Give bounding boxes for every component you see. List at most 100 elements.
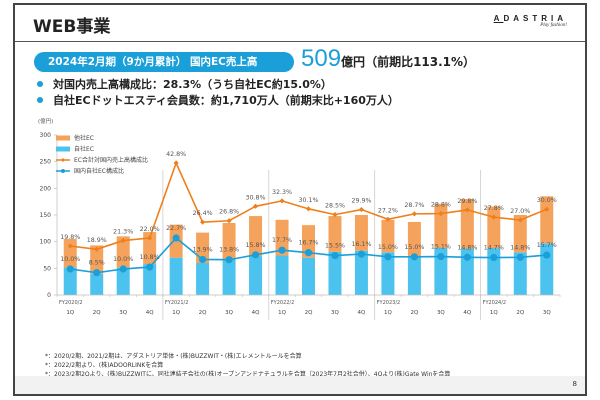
bar-own-ec [275, 255, 289, 295]
ec-ratio-data-label: 28.5% [325, 203, 345, 210]
x-tick-label: 3Q [437, 310, 445, 316]
x-tick-label: 2Q [410, 310, 418, 316]
own-ratio-data-label: 10.8% [140, 254, 160, 261]
bar-own-ec [249, 256, 263, 295]
own-ratio-point [278, 246, 286, 254]
own-ratio-point [410, 253, 418, 261]
bar-other-ec [487, 206, 501, 249]
own-ratio-data-label: 14.8% [510, 244, 530, 251]
fiscal-year-label: FY2022/2 [271, 300, 295, 306]
bar-own-ec [116, 267, 130, 295]
x-tick-label: 2Q [93, 310, 101, 316]
x-tick-label: 1Q [278, 310, 286, 316]
ec-ratio-point [385, 216, 391, 222]
bar-other-ec [90, 245, 104, 274]
x-tick-label: 2Q [305, 310, 313, 316]
bar-other-ec [116, 236, 130, 268]
bar-other-ec [143, 232, 157, 265]
own-ratio-point [384, 253, 392, 261]
bullet-item: 対国内売上高構成比：28.3%（うち自社EC約15.0%） [37, 77, 399, 93]
ec-ratio-data-label: 27.0% [510, 208, 530, 215]
ec-ratio-point [173, 160, 179, 166]
ec-ratio-point [411, 211, 417, 217]
sales-growth: （前期比113.1%） [365, 55, 476, 69]
bar-own-ec [540, 243, 554, 295]
y-tick-label: 0 [47, 292, 51, 299]
own-ratio-data-label: 14.7% [484, 245, 504, 252]
bar-own-ec [196, 263, 210, 295]
bar-series [63, 196, 554, 295]
bar-other-ec [460, 199, 474, 249]
headline-figure: 509億円（前期比113.1%） [301, 45, 475, 73]
bar-other-ec [328, 216, 342, 252]
x-axis: 1Q 2Q 3Q 4Q 1Q 2Q 3Q 4Q 1Q 2Q 3Q 4Q 1Q 2Q 3Q 4Q 1Q 2Q 3Q FY… [56, 294, 561, 316]
ec-ratio-data-label: 18.9% [87, 237, 107, 244]
page-number: 8 [572, 380, 577, 388]
bar-own-ec [487, 248, 501, 295]
x-tick-label: 1Q [490, 310, 498, 316]
ec-ratio-data-label: 32.3% [272, 189, 292, 196]
ec-ratio-data-label: 19.8% [60, 234, 80, 241]
ec-ratio-point [67, 243, 73, 249]
ec-ratio-point [200, 219, 206, 225]
ec-ratio-point [147, 235, 153, 241]
bullet-dot-icon [37, 97, 43, 103]
ec-ratio-point [226, 218, 232, 224]
own-ratio-point [490, 253, 498, 262]
bar-own-ec [354, 250, 368, 295]
bar-other-ec [381, 219, 395, 253]
company-logo: ADASTRIA Play fashion! [494, 14, 567, 28]
ec-ratio-point [544, 206, 550, 212]
own-ratio-data-label: 15.0% [378, 244, 398, 251]
ec-ratio-data-label: 42.8% [166, 151, 186, 158]
own-ratio-point [251, 251, 260, 259]
y-tick-label: 150 [40, 212, 52, 219]
own-ratio-point [516, 253, 524, 261]
own-ratio-point [199, 255, 207, 264]
x-tick-label: 1Q [66, 310, 74, 316]
ec-ratio-data-label: 22.0% [140, 226, 160, 233]
fiscal-year-label: FY2024/2 [483, 300, 507, 306]
own-ratio-point [119, 265, 127, 273]
ec-ratio-point [464, 207, 470, 213]
bar-other-ec [513, 215, 527, 253]
x-tick-label: 2Q [516, 310, 524, 316]
own-ratio-data-label: 16.1% [351, 241, 371, 248]
bar-own-ec [143, 264, 157, 295]
legend-swatch-own-ec [56, 146, 70, 152]
ec-ratio-point [438, 210, 444, 217]
ec-ratio-data-label: 27.8% [484, 205, 504, 212]
x-tick-label: 4Q [146, 310, 154, 316]
own-ratio-point [331, 251, 339, 260]
legend-marker-diamond-icon [61, 158, 65, 162]
own-ratio-point [93, 269, 101, 277]
own-ratio-point [66, 265, 74, 273]
ec-ratio-data-label: 26.8% [219, 209, 239, 216]
own-ratio-data-label: 15.0% [404, 244, 424, 251]
y-tick-label: 200 [40, 185, 52, 192]
x-tick-label: 4Q [463, 310, 471, 316]
ec-ratio-point [94, 246, 100, 252]
ec-ratio-point [332, 212, 338, 218]
footnote: *：2020/2期、2021/2期は、アダストリア単体・(株)BUZZWIT・(… [45, 353, 302, 360]
own-ratio-data-label: 15.5% [325, 243, 345, 250]
own-ratio-data-label: 10.0% [113, 256, 133, 263]
bar-other-ec [540, 196, 554, 244]
slide-header: WEB事業 ADASTRIA Play fashion! [15, 5, 585, 42]
bar-own-ec [407, 257, 421, 295]
bar-own-ec [63, 267, 77, 295]
ec-ratio-data-label: 28.7% [404, 202, 424, 209]
own-ratio-data-label: 13.9% [193, 246, 213, 253]
own-ratio-point [146, 263, 154, 271]
own-ratio-data-label: 14.8% [457, 244, 477, 251]
own-ratio-data-label: 8.5% [89, 260, 105, 267]
bar-own-ec [513, 252, 527, 295]
legend-label: EC合計対国内売上高構成比 [74, 156, 148, 164]
fiscal-year-label: FY2021/2 [165, 300, 189, 306]
own-ratio-data-label: 22.7% [166, 225, 186, 232]
fiscal-year-label: FY2023/2 [377, 300, 401, 306]
ec-ratio-point [491, 214, 497, 220]
ec-ratio-point [305, 206, 312, 212]
ec-ratio-data-label: 26.4% [193, 210, 213, 217]
